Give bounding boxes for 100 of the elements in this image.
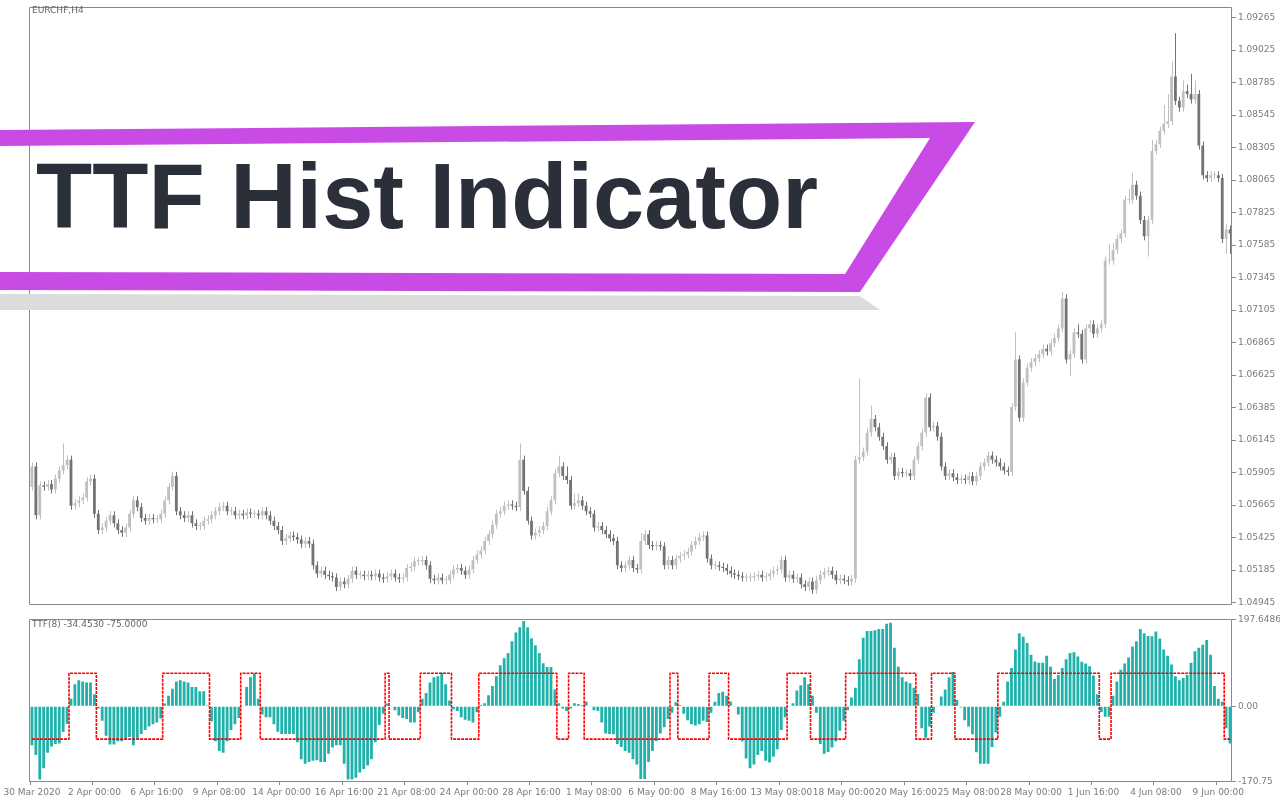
bar (725, 695, 729, 706)
bar (139, 706, 143, 734)
bar (217, 706, 221, 752)
bar (764, 706, 768, 761)
bar (366, 706, 369, 766)
chart-title: EURCHF,H4 (32, 5, 84, 15)
x-tick-label: 6 Apr 16:00 (130, 786, 184, 797)
candlestick (1228, 224, 1232, 255)
bar (573, 703, 576, 706)
bar (1154, 631, 1158, 706)
candlestick (1131, 172, 1134, 205)
bar (565, 706, 569, 712)
x-tick-label: 6 May 00:00 (628, 786, 685, 797)
candlestick (96, 509, 100, 535)
bar (1177, 680, 1181, 706)
bar (522, 621, 526, 706)
y-tick-label: 1.07345 (1238, 271, 1276, 282)
y-tick-label: 1.05665 (1238, 499, 1276, 510)
bar (198, 691, 202, 706)
bar (159, 706, 163, 719)
bar (178, 680, 182, 706)
bar (877, 628, 881, 706)
bar (459, 706, 463, 718)
bar (584, 701, 588, 706)
candlestick (865, 428, 869, 457)
bar (1084, 663, 1088, 706)
bar (132, 706, 135, 746)
bar (1045, 655, 1049, 706)
bar (221, 706, 225, 753)
x-tick-label: 28 May 00:00 (1000, 786, 1063, 797)
bar (81, 681, 85, 706)
x-tick-label: 13 May 08:00 (750, 786, 813, 797)
candlestick (280, 525, 284, 546)
bar (619, 706, 623, 748)
bar (885, 623, 889, 706)
x-tick-label: 18 May 00:00 (812, 786, 875, 797)
y-tick-label: 1.06625 (1238, 369, 1276, 380)
bar (1103, 706, 1107, 717)
bar (1181, 678, 1185, 706)
bar (413, 706, 416, 723)
y-tick-label: 1.08065 (1238, 174, 1276, 185)
bar (303, 706, 307, 764)
x-tick-label: 1 Jun 16:00 (1067, 786, 1120, 797)
bar (690, 706, 693, 725)
bar (354, 706, 358, 778)
x-tick-label: 28 Apr 16:00 (502, 786, 562, 797)
bar (57, 706, 61, 744)
x-tick-label: 1 May 08:00 (565, 786, 623, 797)
bar (143, 706, 147, 730)
x-tick-label: 14 Apr 00:00 (252, 786, 312, 797)
bar (323, 706, 327, 762)
bar (701, 706, 705, 721)
bar (693, 706, 697, 726)
bar (120, 706, 124, 742)
x-tick-label: 4 Jun 08:00 (1130, 786, 1182, 797)
candlestick (1134, 180, 1138, 201)
bar (264, 706, 268, 718)
bar (116, 706, 120, 742)
bar (604, 706, 608, 734)
candlestick (494, 509, 498, 530)
bar (982, 706, 986, 764)
y-tick-label: 1.08785 (1238, 76, 1276, 87)
bar (284, 706, 288, 734)
bar (1197, 647, 1201, 706)
x-tick-label: 30 Mar 2020 (3, 786, 61, 797)
bar (717, 693, 721, 706)
bar (334, 706, 338, 746)
y-tick-label: -170.75 (1238, 775, 1273, 786)
y-tick-label: 1.04945 (1238, 596, 1276, 607)
bar (674, 702, 678, 706)
y-tick-label: 1.05905 (1238, 466, 1276, 477)
bar (1017, 633, 1021, 706)
bar (202, 691, 206, 706)
candlestick (1142, 215, 1146, 241)
bar (1142, 633, 1146, 706)
bar (615, 706, 619, 744)
bar (1080, 661, 1084, 706)
y-tick-label: 1.07825 (1238, 206, 1276, 217)
bar (721, 691, 725, 706)
x-tick-label: 2 Apr 00:00 (67, 786, 122, 797)
bar (643, 706, 647, 780)
x-tick-label: 16 Apr 16:00 (314, 786, 374, 797)
y-tick-label: 1.07585 (1238, 239, 1276, 250)
y-tick-label: 1.09025 (1238, 44, 1276, 55)
annotation: TTF Hist Indicator (36, 145, 818, 247)
bar (822, 706, 826, 754)
bar (319, 706, 323, 762)
bar (276, 706, 280, 732)
candlestick (61, 442, 65, 476)
x-tick-label: 8 May 16:00 (690, 786, 748, 797)
bar (155, 706, 159, 723)
chart-title: TTF(8) -34.4530 -75.0000 (32, 619, 148, 629)
bar (697, 706, 701, 725)
y-tick-label: 1.05425 (1238, 531, 1276, 542)
bar (1037, 662, 1041, 706)
bar (1138, 628, 1142, 706)
bar (299, 706, 303, 760)
bar (401, 706, 405, 719)
y-tick-label: 1.09265 (1238, 11, 1276, 22)
bar (174, 681, 178, 706)
